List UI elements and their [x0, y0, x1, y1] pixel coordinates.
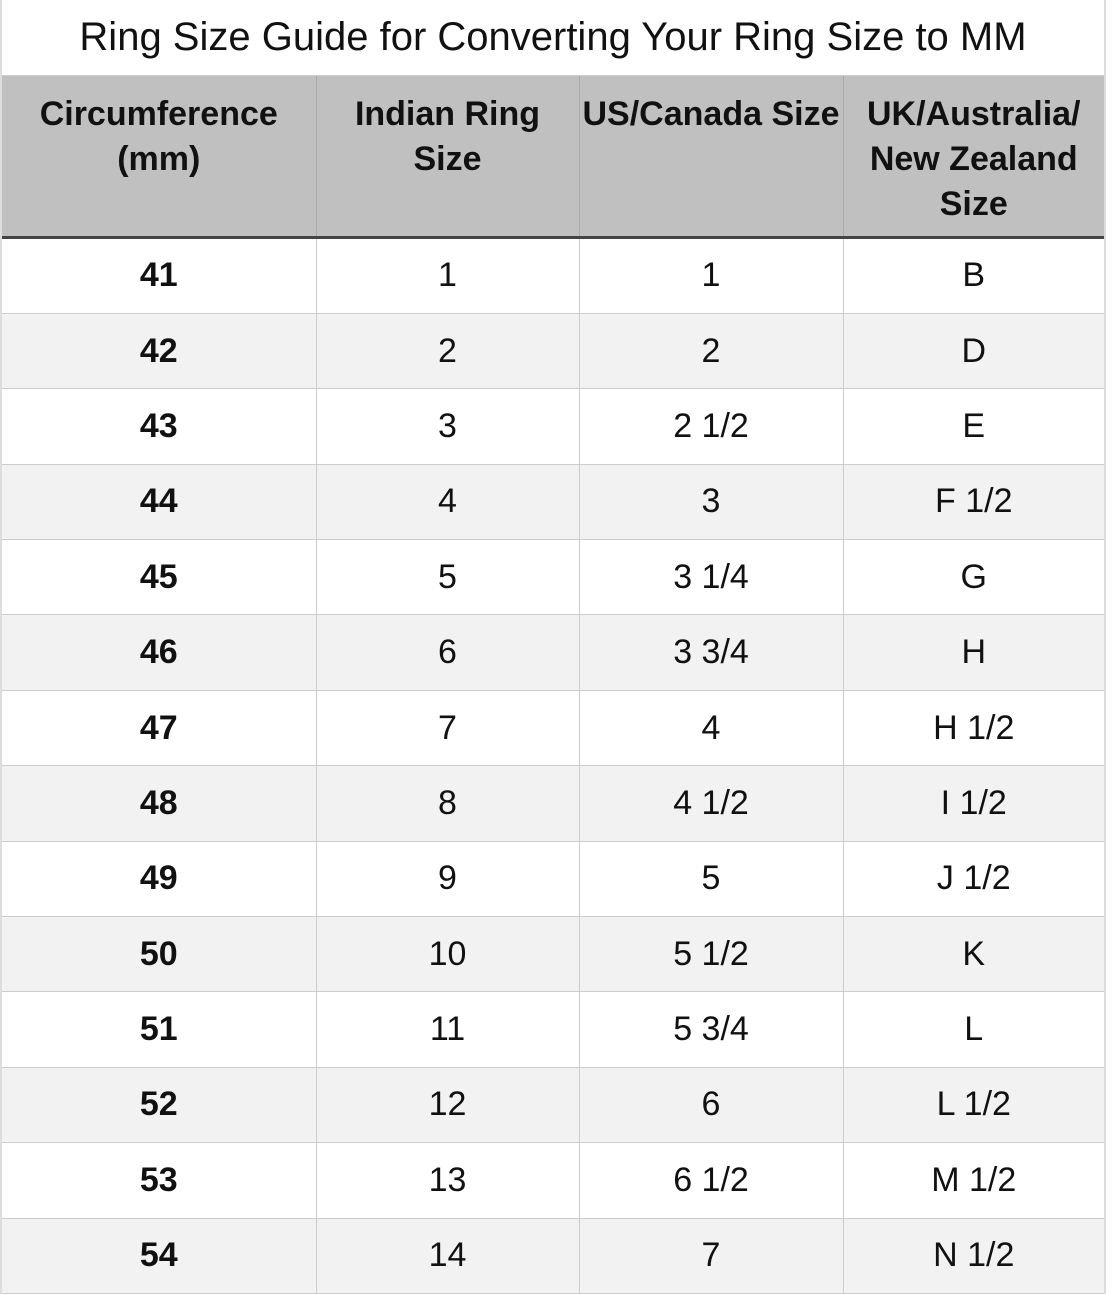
header-uk-au-nz-size: UK/Australia/ New Zealand Size: [843, 76, 1104, 239]
table-row: 54 14 7 N 1/2: [2, 1218, 1104, 1294]
table-row: 47 7 4 H 1/2: [2, 690, 1104, 767]
cell-circumference: 52: [2, 1067, 317, 1144]
table-row: 43 3 2 1/2 E: [2, 388, 1104, 465]
cell-us-canada-size: 1: [579, 237, 844, 314]
cell-uk-au-nz-size: L 1/2: [843, 1067, 1104, 1144]
cell-indian-size: 11: [316, 991, 580, 1068]
cell-uk-au-nz-size: E: [843, 388, 1104, 465]
table-row: 48 8 4 1/2 I 1/2: [2, 765, 1104, 842]
cell-circumference: 54: [2, 1218, 317, 1294]
table-row: 51 11 5 3/4 L: [2, 991, 1104, 1068]
cell-uk-au-nz-size: D: [843, 313, 1104, 390]
cell-circumference: 43: [2, 388, 317, 465]
cell-us-canada-size: 6: [579, 1067, 844, 1144]
cell-us-canada-size: 4 1/2: [579, 765, 844, 842]
cell-us-canada-size: 5: [579, 841, 844, 918]
cell-circumference: 50: [2, 916, 317, 993]
table-row: 45 5 3 1/4 G: [2, 539, 1104, 616]
cell-uk-au-nz-size: I 1/2: [843, 765, 1104, 842]
table-row: 52 12 6 L 1/2: [2, 1067, 1104, 1144]
cell-us-canada-size: 4: [579, 690, 844, 767]
cell-indian-size: 2: [316, 313, 580, 390]
cell-us-canada-size: 2 1/2: [579, 388, 844, 465]
cell-uk-au-nz-size: J 1/2: [843, 841, 1104, 918]
cell-indian-size: 13: [316, 1142, 580, 1219]
header-us-canada-size: US/Canada Size: [579, 76, 844, 239]
table-row: 41 1 1 B: [2, 237, 1104, 314]
cell-circumference: 48: [2, 765, 317, 842]
cell-indian-size: 9: [316, 841, 580, 918]
cell-indian-size: 8: [316, 765, 580, 842]
header-row: Circumference (mm) Indian Ring Size US/C…: [2, 76, 1104, 239]
cell-uk-au-nz-size: B: [843, 237, 1104, 314]
cell-circumference: 47: [2, 690, 317, 767]
cell-circumference: 45: [2, 539, 317, 616]
cell-indian-size: 7: [316, 690, 580, 767]
cell-indian-size: 1: [316, 237, 580, 314]
cell-uk-au-nz-size: H: [843, 614, 1104, 691]
cell-indian-size: 3: [316, 388, 580, 465]
cell-us-canada-size: 3 3/4: [579, 614, 844, 691]
cell-uk-au-nz-size: H 1/2: [843, 690, 1104, 767]
cell-us-canada-size: 3 1/4: [579, 539, 844, 616]
cell-uk-au-nz-size: K: [843, 916, 1104, 993]
table-row: 46 6 3 3/4 H: [2, 614, 1104, 691]
cell-uk-au-nz-size: M 1/2: [843, 1142, 1104, 1219]
cell-circumference: 53: [2, 1142, 317, 1219]
header-indian-size: Indian Ring Size: [316, 76, 580, 239]
cell-uk-au-nz-size: F 1/2: [843, 464, 1104, 541]
cell-circumference: 42: [2, 313, 317, 390]
cell-indian-size: 5: [316, 539, 580, 616]
cell-us-canada-size: 5 3/4: [579, 991, 844, 1068]
cell-circumference: 46: [2, 614, 317, 691]
header-circumference: Circumference (mm): [2, 76, 317, 239]
cell-indian-size: 4: [316, 464, 580, 541]
cell-us-canada-size: 6 1/2: [579, 1142, 844, 1219]
table-row: 42 2 2 D: [2, 313, 1104, 390]
cell-circumference: 41: [2, 237, 317, 314]
cell-circumference: 44: [2, 464, 317, 541]
cell-us-canada-size: 5 1/2: [579, 916, 844, 993]
cell-indian-size: 6: [316, 614, 580, 691]
cell-indian-size: 14: [316, 1218, 580, 1294]
cell-uk-au-nz-size: N 1/2: [843, 1218, 1104, 1294]
table-row: 44 4 3 F 1/2: [2, 464, 1104, 541]
table-row: 49 9 5 J 1/2: [2, 841, 1104, 918]
cell-uk-au-nz-size: L: [843, 991, 1104, 1068]
cell-us-canada-size: 3: [579, 464, 844, 541]
cell-indian-size: 12: [316, 1067, 580, 1144]
table-row: 53 13 6 1/2 M 1/2: [2, 1142, 1104, 1219]
cell-circumference: 51: [2, 991, 317, 1068]
ring-size-table: Circumference (mm) Indian Ring Size US/C…: [2, 76, 1104, 1294]
table-row: 50 10 5 1/2 K: [2, 916, 1104, 993]
cell-us-canada-size: 7: [579, 1218, 844, 1294]
cell-us-canada-size: 2: [579, 313, 844, 390]
cell-circumference: 49: [2, 841, 317, 918]
cell-indian-size: 10: [316, 916, 580, 993]
cell-uk-au-nz-size: G: [843, 539, 1104, 616]
page-title: Ring Size Guide for Converting Your Ring…: [2, 0, 1104, 76]
